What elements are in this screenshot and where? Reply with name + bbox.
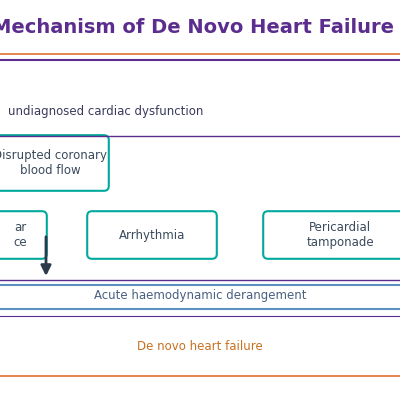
Text: De novo heart failure: De novo heart failure (137, 340, 263, 352)
FancyBboxPatch shape (0, 135, 109, 191)
Text: Acute haemodynamic derangement: Acute haemodynamic derangement (94, 289, 306, 302)
Text: Mechanism of De Novo Heart Failure: Mechanism of De Novo Heart Failure (0, 18, 394, 37)
Text: ar
ce: ar ce (13, 221, 27, 249)
FancyBboxPatch shape (87, 211, 217, 259)
Text: Pericardial
tamponade: Pericardial tamponade (306, 221, 374, 249)
Text: Arrhythmia: Arrhythmia (119, 228, 185, 242)
Text: Disrupted coronary
blood flow: Disrupted coronary blood flow (0, 149, 107, 177)
FancyBboxPatch shape (0, 211, 47, 259)
Text: undiagnosed cardiac dysfunction: undiagnosed cardiac dysfunction (8, 106, 203, 118)
FancyBboxPatch shape (263, 211, 400, 259)
